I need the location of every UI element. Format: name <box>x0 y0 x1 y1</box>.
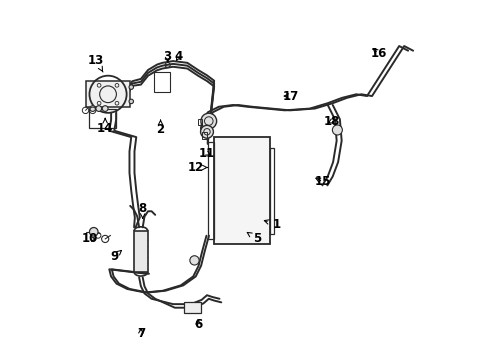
Bar <box>154 72 170 92</box>
Text: 8: 8 <box>138 202 146 218</box>
Circle shape <box>90 106 95 111</box>
Text: 15: 15 <box>314 175 330 188</box>
Bar <box>201 132 206 139</box>
Text: 4: 4 <box>174 50 182 63</box>
Bar <box>198 119 202 125</box>
Text: 16: 16 <box>369 47 386 60</box>
Circle shape <box>200 125 213 138</box>
Circle shape <box>96 106 102 111</box>
Circle shape <box>89 228 98 236</box>
Text: 17: 17 <box>282 90 299 103</box>
Text: 12: 12 <box>188 161 207 174</box>
Circle shape <box>129 99 133 104</box>
Circle shape <box>332 125 342 135</box>
Bar <box>269 148 273 234</box>
Text: 6: 6 <box>194 318 202 331</box>
Bar <box>89 109 116 128</box>
Text: 3: 3 <box>163 50 171 63</box>
Circle shape <box>189 256 199 265</box>
Bar <box>134 231 147 272</box>
Text: 5: 5 <box>247 233 261 246</box>
Text: 13: 13 <box>88 54 104 72</box>
Text: 9: 9 <box>110 250 121 263</box>
Circle shape <box>102 106 108 111</box>
Circle shape <box>201 113 216 129</box>
Text: 14: 14 <box>97 118 113 135</box>
Text: 10: 10 <box>82 233 98 246</box>
Bar <box>214 137 269 244</box>
Text: 7: 7 <box>137 327 144 340</box>
Bar <box>85 81 130 107</box>
Bar <box>207 143 214 239</box>
Bar <box>184 302 200 313</box>
Text: 11: 11 <box>199 147 215 160</box>
Text: 2: 2 <box>156 120 164 136</box>
Circle shape <box>129 85 133 89</box>
Text: 1: 1 <box>264 218 280 231</box>
Text: 18: 18 <box>323 114 340 127</box>
